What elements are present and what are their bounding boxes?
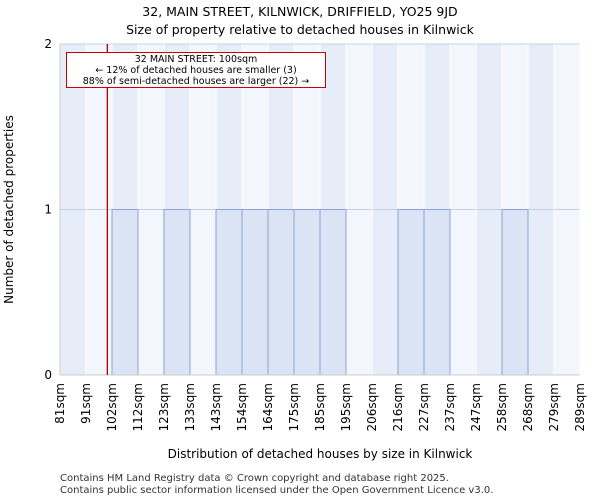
bar — [293, 209, 321, 376]
y-tick-label: 1 — [44, 203, 52, 217]
bar — [111, 209, 139, 376]
x-tick-label: 133sqm — [183, 383, 197, 431]
bar — [423, 209, 451, 376]
annotation-line-2: ← 12% of detached houses are smaller (3) — [95, 65, 297, 76]
x-tick-label: 216sqm — [391, 383, 405, 431]
footer-licence: Contains public sector information licen… — [60, 485, 494, 496]
x-tick-label: 195sqm — [339, 383, 353, 431]
property-annotation-box: 32 MAIN STREET: 100sqm ← 12% of detached… — [66, 52, 326, 88]
annotation-line-1: 32 MAIN STREET: 100sqm — [134, 54, 258, 65]
x-tick-label: 123sqm — [157, 383, 171, 431]
y-tick-label: 0 — [44, 368, 52, 382]
bar-chart: 0 1 2 81sqm 91sqm 102sqm 112sqm 123sqm 133sqm 143… — [2, 37, 587, 461]
bar — [319, 209, 347, 376]
x-tick-label: 289sqm — [573, 383, 587, 431]
bar — [397, 209, 425, 376]
x-tick-label: 268sqm — [521, 383, 535, 431]
bar — [215, 209, 243, 376]
x-tick-label: 185sqm — [313, 383, 327, 431]
footer-copyright: Contains HM Land Registry data © Crown c… — [60, 473, 449, 484]
x-tick-label: 206sqm — [365, 383, 379, 431]
annotation-line-3: 88% of semi-detached houses are larger (… — [82, 76, 310, 87]
x-tick-label: 102sqm — [105, 383, 119, 431]
bar — [241, 209, 269, 376]
x-tick-label: 91sqm — [79, 383, 93, 424]
x-tick-label: 164sqm — [261, 383, 275, 431]
x-tick-label: 279sqm — [547, 383, 561, 431]
x-tick-label: 175sqm — [287, 383, 301, 431]
x-tick-label: 247sqm — [469, 383, 483, 431]
x-tick-label: 112sqm — [131, 383, 145, 431]
x-tick-label: 154sqm — [235, 383, 249, 431]
x-axis-label: Distribution of detached houses by size … — [168, 447, 473, 461]
x-tick-label: 237sqm — [443, 383, 457, 431]
chart-subtitle: Size of property relative to detached ho… — [126, 22, 474, 37]
chart-title: 32, MAIN STREET, KILNWICK, DRIFFIELD, YO… — [142, 4, 458, 19]
bar — [267, 209, 295, 376]
y-axis-label: Number of detached properties — [2, 115, 16, 304]
y-tick-label: 2 — [44, 37, 52, 51]
bar — [501, 209, 529, 376]
x-tick-label: 227sqm — [417, 383, 431, 431]
x-tick-label: 81sqm — [53, 383, 67, 424]
x-tick-label: 143sqm — [209, 383, 223, 431]
bar — [163, 209, 191, 376]
x-tick-label: 258sqm — [495, 383, 509, 431]
